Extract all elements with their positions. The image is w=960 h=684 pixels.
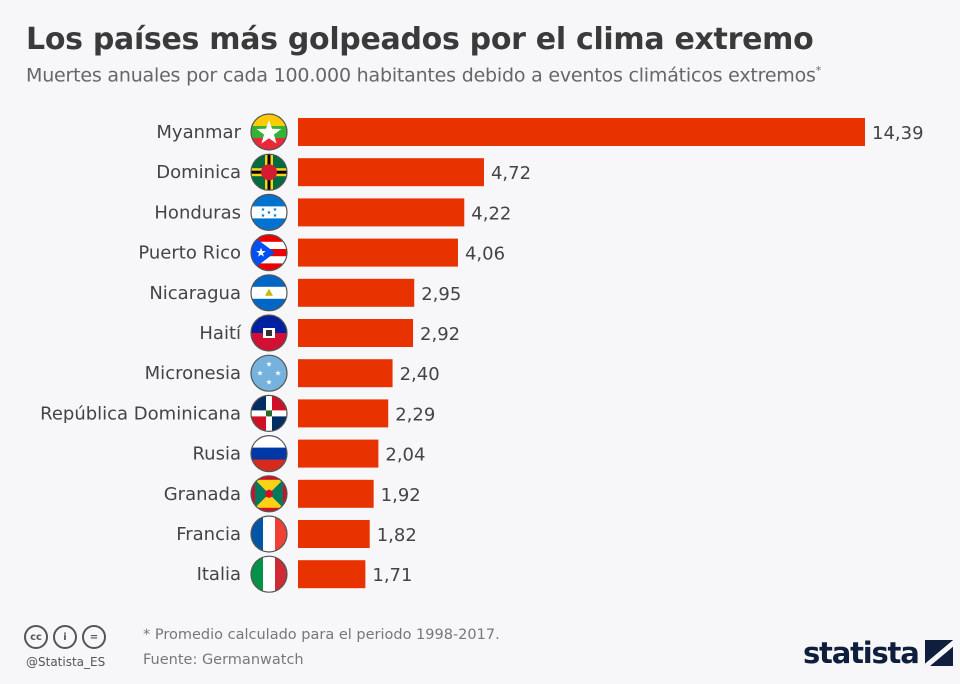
flag-dominica-icon: [251, 154, 287, 191]
bar: [298, 399, 389, 428]
value-label: 2,40: [400, 364, 440, 385]
bar: [298, 238, 458, 267]
category-label: Francia: [176, 524, 241, 545]
flag-nicaragua-icon: [251, 274, 287, 311]
value-label: 1,82: [377, 525, 417, 546]
bar: [298, 479, 374, 508]
value-label: 1,71: [372, 565, 412, 586]
logo-text: statista: [803, 636, 920, 670]
cc-icon: cc: [24, 625, 48, 649]
chart-subtitle: Muertes anuales por cada 100.000 habitan…: [26, 64, 821, 86]
license-icons: cc i =: [24, 625, 106, 649]
category-label: Puerto Rico: [138, 243, 241, 264]
category-label: Rusia: [192, 444, 241, 465]
source: Fuente: Germanwatch: [143, 652, 304, 668]
category-label: Granada: [164, 484, 241, 505]
logo-mark-icon: [924, 640, 953, 666]
bar-chart: Myanmar 14,39 Dominica 4,72 Honduras 4,22 Puer…: [40, 113, 924, 593]
category-label: Nicaragua: [149, 283, 241, 304]
bar: [298, 359, 393, 388]
value-label: 4,22: [471, 203, 511, 224]
flag-micronesia-icon: [251, 355, 287, 392]
value-label: 2,29: [395, 404, 435, 425]
value-label: 2,95: [421, 284, 461, 305]
bar: [298, 439, 379, 468]
statista-logo[interactable]: statista: [803, 636, 953, 670]
subtitle-footnote-mark: *: [815, 64, 822, 77]
category-label: Honduras: [154, 202, 241, 223]
bar: [298, 278, 415, 307]
bar: [298, 520, 370, 548]
bar: [298, 560, 366, 589]
value-label: 1,92: [381, 485, 421, 506]
value-label: 2,92: [420, 324, 460, 345]
value-label: 4,06: [465, 244, 505, 265]
category-label: Haití: [199, 323, 242, 344]
social-handle[interactable]: @Statista_ES: [26, 655, 106, 669]
bar: [298, 319, 414, 347]
category-label: Micronesia: [145, 363, 241, 384]
category-label: Italia: [197, 564, 241, 585]
value-label: 2,04: [385, 445, 425, 466]
subtitle-text: Muertes anuales por cada 100.000 habitan…: [26, 64, 816, 87]
bar: [298, 118, 865, 146]
bar: [298, 158, 484, 187]
by-icon: i: [53, 625, 77, 649]
category-label: Myanmar: [156, 122, 241, 143]
flag-grenada-icon: [251, 475, 287, 512]
flag-puerto-rico-icon: [251, 234, 287, 271]
footnote: * Promedio calculado para el periodo 199…: [143, 627, 500, 643]
flag-haiti-icon: [251, 315, 287, 351]
value-label: 14,39: [872, 123, 924, 144]
nd-icon: =: [82, 625, 106, 649]
category-label: Dominica: [156, 162, 241, 183]
chart-title: Los países más golpeados por el clima ex…: [26, 22, 814, 57]
value-label: 4,72: [491, 163, 531, 184]
bar: [298, 198, 465, 227]
category-label: República Dominicana: [40, 403, 241, 424]
